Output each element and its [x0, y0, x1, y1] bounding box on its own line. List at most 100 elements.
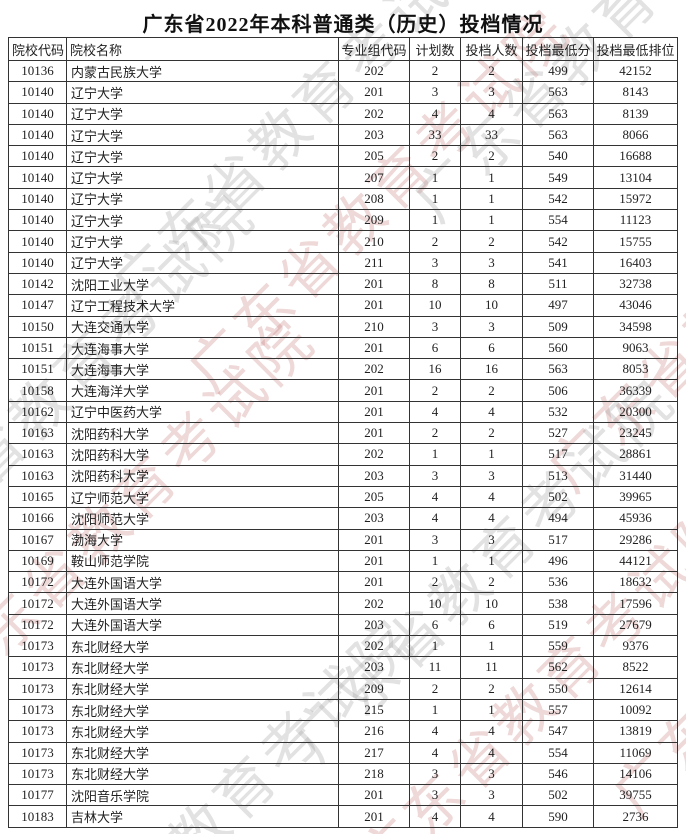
college-code-cell: 10183	[8, 805, 67, 828]
college-code-cell: 10140	[8, 102, 67, 125]
plan-count-cell: 3	[409, 762, 461, 786]
table-row: 10140 辽宁大学 205 2 2 540 16688	[8, 145, 678, 168]
applicants-count-cell: 1	[460, 698, 523, 722]
min-rank-cell: 29286	[593, 528, 678, 551]
college-name-cell: 沈阳药科大学	[66, 443, 339, 466]
college-name-cell: 东北财经大学	[66, 741, 339, 764]
major-group-code-cell: 201	[338, 379, 410, 402]
min-score-cell: 557	[522, 698, 594, 722]
major-group-code-cell: 201	[338, 400, 410, 424]
major-group-code-cell: 202	[338, 635, 410, 658]
college-code-cell: 10140	[8, 209, 67, 232]
applicants-count-cell: 6	[460, 336, 523, 360]
min-rank-cell: 2736	[593, 805, 678, 828]
college-name-cell: 辽宁中医药大学	[66, 400, 339, 424]
min-rank-cell: 31440	[593, 464, 678, 487]
applicants-count-cell: 3	[460, 251, 523, 274]
major-group-code-cell: 202	[338, 59, 410, 83]
applicants-count-cell: 4	[460, 507, 523, 530]
table-row: 10172 大连外国语大学 202 10 10 538 17596	[8, 592, 678, 615]
min-score-cell: 513	[522, 464, 594, 487]
major-group-code-cell: 201	[338, 272, 410, 296]
college-code-cell: 10140	[8, 145, 67, 168]
major-group-code-cell: 201	[338, 422, 410, 445]
plan-count-cell: 2	[409, 677, 461, 700]
table-header: 院校代码 院校名称 专业组代码 计划数 投档人数 投档最低分 投档最低排位	[8, 37, 678, 61]
college-name-cell: 沈阳音乐学院	[66, 784, 339, 807]
applicants-count-cell: 2	[460, 422, 523, 445]
major-group-code-cell: 203	[338, 507, 410, 530]
college-name-cell: 沈阳师范大学	[66, 507, 339, 530]
applicants-count-cell: 3	[460, 81, 523, 104]
min-score-cell: 559	[522, 635, 594, 658]
col-header-min-score: 投档最低分	[522, 37, 594, 61]
min-rank-cell: 16403	[593, 251, 678, 274]
major-group-code-cell: 201	[338, 571, 410, 594]
college-name-cell: 辽宁大学	[66, 209, 339, 232]
table-row: 10140 辽宁大学 203 33 33 563 8066	[8, 123, 678, 147]
college-code-cell: 10140	[8, 166, 67, 189]
applicants-count-cell: 1	[460, 443, 523, 466]
table-row: 10173 东北财经大学 209 2 2 550 12614	[8, 677, 678, 700]
min-score-cell: 590	[522, 805, 594, 828]
college-code-cell: 10158	[8, 379, 67, 402]
table-row: 10150 大连交通大学 210 3 3 509 34598	[8, 315, 678, 338]
min-rank-cell: 8053	[593, 358, 678, 381]
min-rank-cell: 23245	[593, 422, 678, 445]
table-row: 10140 辽宁大学 210 2 2 542 15755	[8, 230, 678, 253]
college-name-cell: 辽宁大学	[66, 81, 339, 104]
college-name-cell: 辽宁大学	[66, 145, 339, 168]
min-score-cell: 563	[522, 81, 594, 104]
applicants-count-cell: 1	[460, 166, 523, 189]
table-row: 10158 大连海洋大学 201 2 2 506 36339	[8, 379, 678, 402]
plan-count-cell: 16	[409, 358, 461, 381]
min-score-cell: 549	[522, 166, 594, 189]
min-rank-cell: 11069	[593, 741, 678, 764]
college-name-cell: 东北财经大学	[66, 698, 339, 722]
college-name-cell: 东北财经大学	[66, 656, 339, 679]
min-score-cell: 517	[522, 528, 594, 551]
min-rank-cell: 9063	[593, 336, 678, 360]
applicants-count-cell: 10	[460, 592, 523, 615]
plan-count-cell: 3	[409, 528, 461, 551]
plan-count-cell: 1	[409, 187, 461, 211]
major-group-code-cell: 202	[338, 443, 410, 466]
college-code-cell: 10150	[8, 315, 67, 338]
plan-count-cell: 2	[409, 571, 461, 594]
college-name-cell: 吉林大学	[66, 805, 339, 828]
min-score-cell: 554	[522, 209, 594, 232]
admissions-table: 院校代码 院校名称 专业组代码 计划数 投档人数 投档最低分 投档最低排位 10…	[8, 37, 678, 828]
plan-count-cell: 4	[409, 805, 461, 828]
applicants-count-cell: 2	[460, 59, 523, 83]
min-rank-cell: 39755	[593, 784, 678, 807]
plan-count-cell: 6	[409, 336, 461, 360]
table-row: 10173 东北财经大学 203 11 11 562 8522	[8, 656, 678, 679]
min-score-cell: 494	[522, 507, 594, 530]
college-code-cell: 10173	[8, 762, 67, 786]
applicants-count-cell: 3	[460, 315, 523, 338]
plan-count-cell: 2	[409, 230, 461, 253]
college-code-cell: 10172	[8, 613, 67, 637]
min-rank-cell: 15972	[593, 187, 678, 211]
college-name-cell: 东北财经大学	[66, 635, 339, 658]
table-row: 10167 渤海大学 201 3 3 517 29286	[8, 528, 678, 551]
min-rank-cell: 9376	[593, 635, 678, 658]
college-code-cell: 10172	[8, 571, 67, 594]
min-rank-cell: 32738	[593, 272, 678, 296]
college-name-cell: 内蒙古民族大学	[66, 59, 339, 83]
major-group-code-cell: 201	[338, 549, 410, 573]
applicants-count-cell: 3	[460, 528, 523, 551]
applicants-count-cell: 4	[460, 102, 523, 125]
min-score-cell: 563	[522, 358, 594, 381]
min-score-cell: 538	[522, 592, 594, 615]
col-header-major-group-code: 专业组代码	[338, 37, 410, 61]
plan-count-cell: 4	[409, 102, 461, 125]
min-rank-cell: 16688	[593, 145, 678, 168]
major-group-code-cell: 201	[338, 81, 410, 104]
min-score-cell: 517	[522, 443, 594, 466]
college-name-cell: 大连外国语大学	[66, 571, 339, 594]
college-code-cell: 10165	[8, 485, 67, 509]
col-header-college-name: 院校名称	[66, 37, 339, 61]
min-score-cell: 541	[522, 251, 594, 274]
college-code-cell: 10177	[8, 784, 67, 807]
